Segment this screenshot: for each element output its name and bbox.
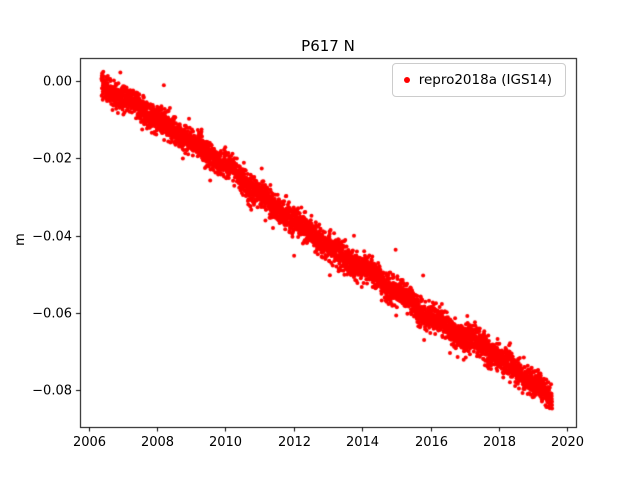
legend-label: repro2018a (IGS14) bbox=[418, 72, 552, 88]
y-tick-label: −0.04 bbox=[32, 229, 72, 244]
x-tick-label: 2010 bbox=[208, 435, 243, 450]
x-tick-label: 2014 bbox=[345, 435, 380, 450]
x-tick-label: 2006 bbox=[72, 435, 107, 450]
y-axis-label: m bbox=[12, 233, 28, 246]
y-tick-label: −0.02 bbox=[32, 151, 72, 166]
y-tick-label: −0.08 bbox=[32, 383, 72, 398]
x-tick-label: 2012 bbox=[277, 435, 312, 450]
y-tick-label: −0.06 bbox=[32, 306, 72, 321]
x-tick-label: 2008 bbox=[140, 435, 175, 450]
y-tick-label: 0.00 bbox=[43, 74, 72, 89]
chart-title: P617 N bbox=[301, 37, 355, 55]
x-tick-label: 2018 bbox=[482, 435, 517, 450]
legend: repro2018a (IGS14) bbox=[391, 63, 566, 97]
x-tick-label: 2016 bbox=[414, 435, 449, 450]
x-tick-label: 2020 bbox=[550, 435, 585, 450]
legend-marker-icon bbox=[403, 77, 410, 83]
